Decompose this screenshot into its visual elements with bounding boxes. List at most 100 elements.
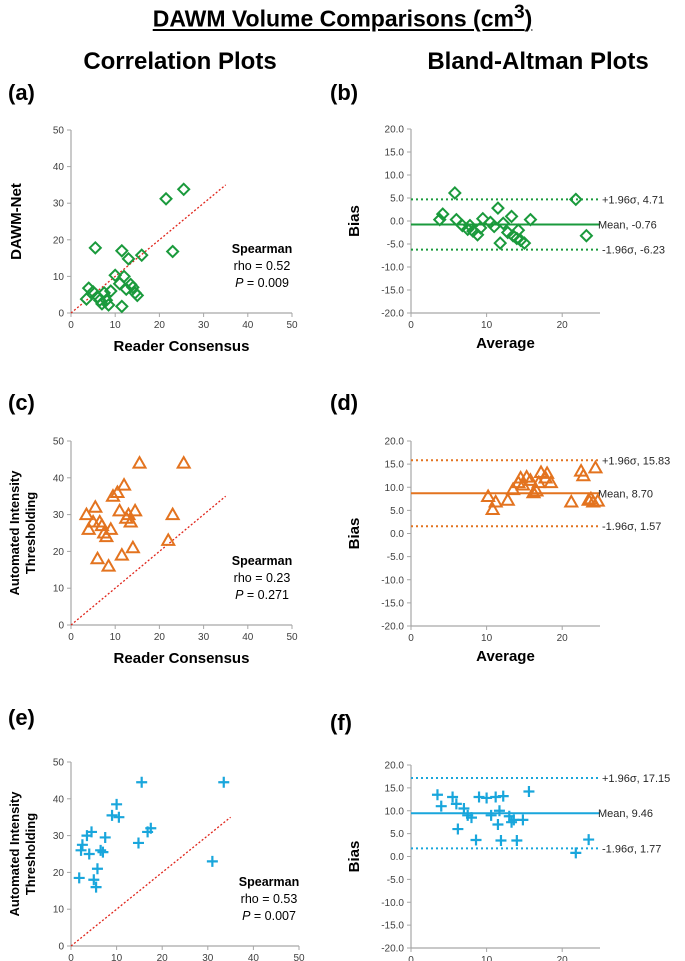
y-tick-label-b: 15.0 xyxy=(385,148,405,159)
data-point-f xyxy=(452,823,464,835)
data-point-b xyxy=(493,236,508,250)
data-point-b xyxy=(491,201,505,216)
data-point-e xyxy=(113,811,125,823)
data-point-f xyxy=(485,809,497,821)
y-tick-label-b: 10.0 xyxy=(385,171,405,182)
stats-p-c: P = 0.271 xyxy=(235,588,289,602)
data-point-f xyxy=(450,798,462,810)
data-point-f xyxy=(458,802,470,814)
data-point-a xyxy=(176,182,191,197)
x-axis-label-a: Reader Consensus xyxy=(114,338,250,355)
line-label-b: Mean, -0.76 xyxy=(598,219,657,231)
data-point-c xyxy=(78,506,95,521)
data-point-a xyxy=(97,285,112,300)
data-point-c xyxy=(103,521,119,535)
panel-label-b: (b) xyxy=(330,80,358,105)
data-point-c xyxy=(131,455,148,469)
line-label-d: -1.96σ, 1.57 xyxy=(602,521,661,533)
x-tick-label-b: 20 xyxy=(557,320,569,331)
data-point-e xyxy=(76,839,88,851)
y-tick-label-a: 20 xyxy=(53,235,65,246)
data-point-d xyxy=(525,484,542,499)
data-point-e xyxy=(99,831,111,843)
x-tick-label-e: 10 xyxy=(111,953,123,961)
data-point-d xyxy=(487,494,504,508)
data-point-c xyxy=(175,455,192,469)
x-axis-label-d: Average xyxy=(476,648,535,665)
data-point-e xyxy=(136,776,148,788)
line-label-b: +1.96σ, 4.71 xyxy=(602,194,664,206)
y-tick-label-f: -20.0 xyxy=(381,944,404,955)
y-tick-label-a: 0 xyxy=(58,309,64,320)
data-point-a xyxy=(165,244,180,259)
y-tick-label-d: 5.0 xyxy=(390,506,404,517)
data-point-d xyxy=(480,488,496,502)
data-point-b xyxy=(473,220,488,235)
data-point-c xyxy=(164,506,181,521)
x-tick-label-c: 20 xyxy=(154,632,166,643)
data-point-a xyxy=(108,268,123,283)
stats-rho-c: rho = 0.23 xyxy=(234,571,291,585)
line-label-f: Mean, 9.46 xyxy=(598,808,653,820)
data-point-a xyxy=(117,269,131,284)
figure-title: DAWM Volume Comparisons (cm3) xyxy=(152,2,533,32)
data-point-c xyxy=(80,521,97,535)
y-tick-label-b: -15.0 xyxy=(381,286,404,297)
data-point-d xyxy=(539,465,555,479)
data-point-a xyxy=(159,191,173,206)
x-tick-label-d: 20 xyxy=(557,633,569,644)
y-tick-label-d: -20.0 xyxy=(381,622,404,633)
data-point-b xyxy=(523,212,538,227)
x-tick-label-d: 10 xyxy=(481,633,493,644)
x-tick-label-c: 10 xyxy=(110,632,122,643)
panel-label-c: (c) xyxy=(8,390,35,415)
data-point-a xyxy=(121,251,136,266)
x-tick-label-a: 0 xyxy=(68,320,74,331)
y-axis-label-f: Bias xyxy=(346,841,363,873)
data-point-f xyxy=(517,814,529,826)
x-tick-label-f: 10 xyxy=(481,955,493,961)
stats-rho-a: rho = 0.52 xyxy=(234,259,291,273)
x-tick-label-a: 40 xyxy=(242,320,254,331)
y-axis-label-e: Automated IntensityThresholding xyxy=(7,791,38,917)
data-point-a xyxy=(114,243,129,258)
data-point-f xyxy=(570,847,582,859)
panel-label-d: (d) xyxy=(330,390,358,415)
data-point-d xyxy=(590,493,606,507)
x-tick-label-b: 10 xyxy=(481,320,493,331)
y-tick-label-e: 50 xyxy=(53,758,65,769)
y-tick-label-f: 15.0 xyxy=(385,783,405,794)
line-label-b: -1.96σ, -6.23 xyxy=(602,245,665,257)
data-point-b xyxy=(496,216,511,231)
x-tick-label-e: 50 xyxy=(293,953,305,961)
line-label-f: +1.96σ, 17.15 xyxy=(602,773,670,785)
data-point-a xyxy=(88,240,103,255)
chart-e: (e)0102030405001020304050DAWM-NetAutomat… xyxy=(7,705,305,961)
y-axis-label-c: Automated IntensityThresholding xyxy=(7,470,38,596)
data-point-f xyxy=(506,816,518,828)
data-point-d xyxy=(575,467,592,482)
data-point-c xyxy=(100,558,117,572)
data-point-c xyxy=(111,502,128,517)
y-tick-label-d: 15.0 xyxy=(385,460,405,471)
identity-line-e xyxy=(70,816,232,947)
x-tick-label-c: 40 xyxy=(242,632,254,643)
chart-d: (d) -20.0 -15.0 -10.0 -5.0 0.0 5.0 10.0 15.0 20.0… xyxy=(330,390,670,665)
y-tick-label-d: 20.0 xyxy=(385,437,405,448)
data-point-e xyxy=(97,846,109,858)
data-point-f xyxy=(492,818,504,830)
data-point-a xyxy=(130,288,145,303)
y-tick-label-e: 40 xyxy=(53,794,65,805)
identity-line-c xyxy=(70,495,227,626)
y-tick-label-f: 20.0 xyxy=(385,761,405,772)
data-point-c xyxy=(122,513,139,528)
data-point-e xyxy=(73,872,85,884)
line-label-d: Mean, 8.70 xyxy=(598,488,653,500)
data-point-e xyxy=(132,837,144,849)
y-tick-label-c: 0 xyxy=(58,621,64,632)
x-tick-label-e: 40 xyxy=(248,953,260,961)
data-point-e xyxy=(90,881,102,893)
data-point-f xyxy=(523,786,535,798)
x-tick-label-c: 0 xyxy=(68,632,74,643)
